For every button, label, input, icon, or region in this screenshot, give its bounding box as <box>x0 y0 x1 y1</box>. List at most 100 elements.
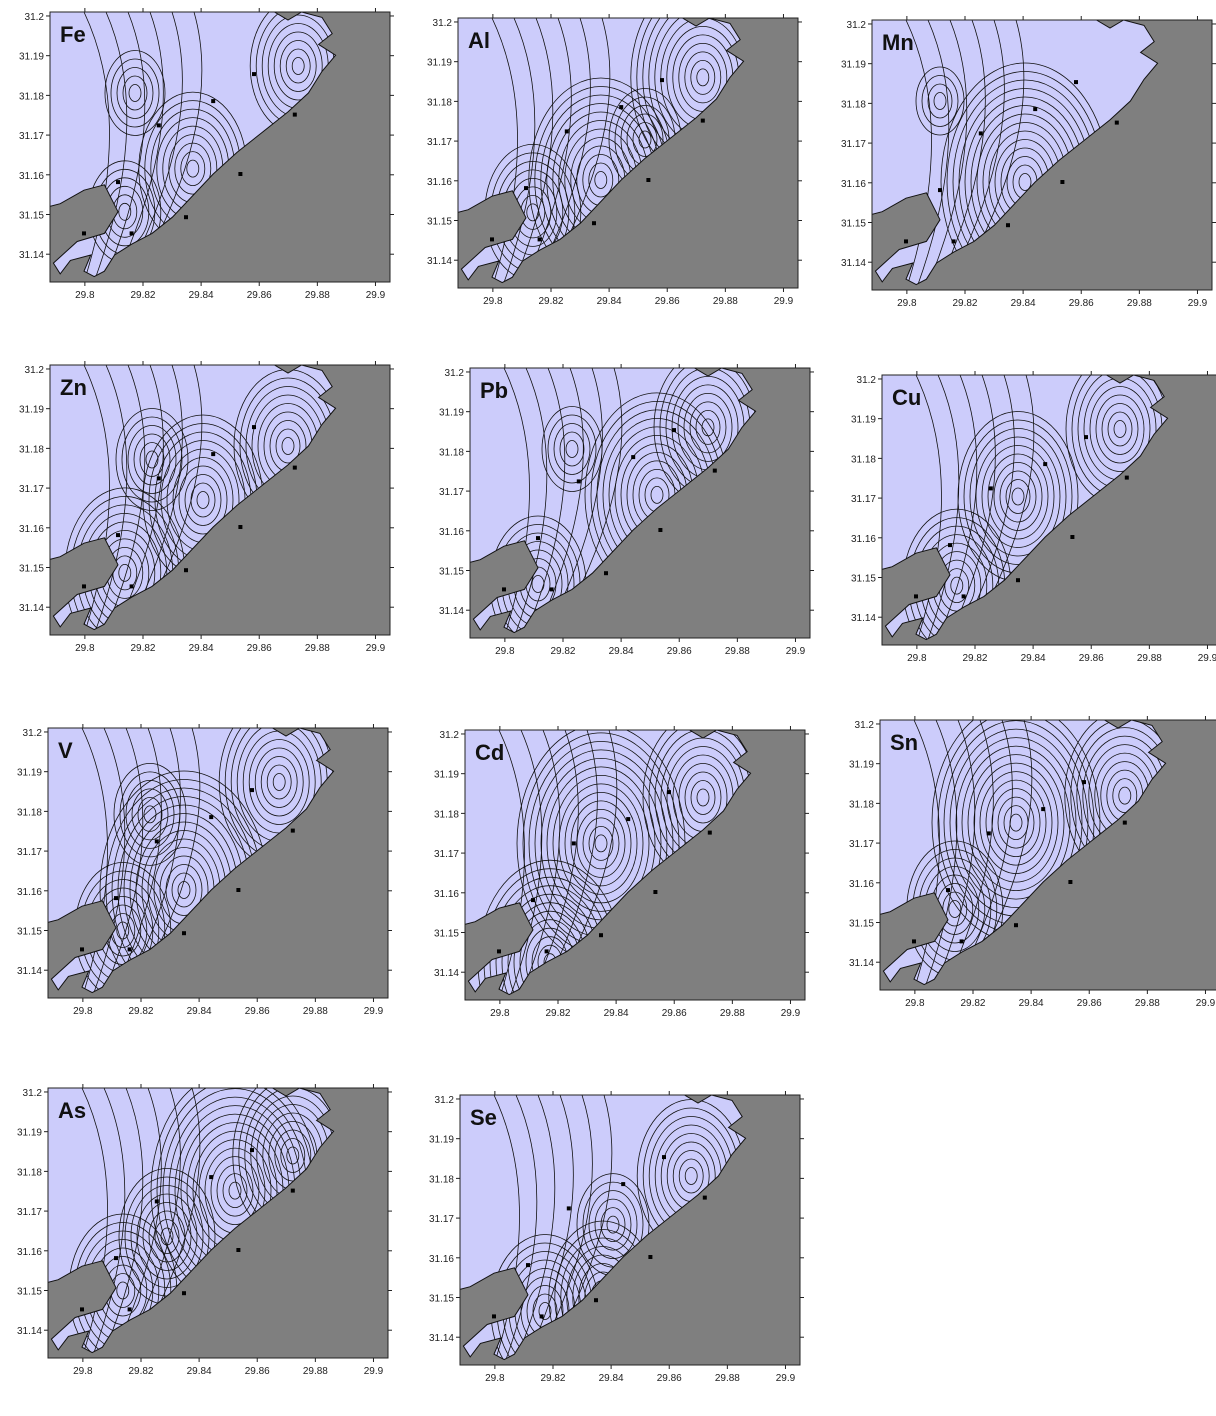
contour-line <box>503 1095 538 1360</box>
contour-line <box>921 75 959 127</box>
plot-frame <box>457 17 799 289</box>
contour-line <box>1118 786 1132 805</box>
station <box>1016 578 1020 583</box>
contour-line <box>993 462 1043 531</box>
contour-line <box>118 202 132 221</box>
plot-area: As 29.8 29.82 29.84 29.86 29.88 29.9 31.14 31.15… <box>17 1084 392 1377</box>
map-panel: Zn 29.8 29.82 29.84 29.86 29.88 29.9 31.14 31.15… <box>19 361 394 654</box>
station <box>114 1256 118 1261</box>
contour-line <box>948 900 962 918</box>
y-tick-label: 31.17 <box>841 139 866 150</box>
station <box>156 123 161 128</box>
x-tick-label: 29.8 <box>905 998 925 1009</box>
panel-label: Sn <box>890 730 918 755</box>
x-tick-label: 29.82 <box>128 1006 153 1017</box>
contour-line <box>180 151 206 187</box>
station <box>290 828 295 833</box>
panel-label: Cu <box>892 385 921 410</box>
y-tick-label: 31.14 <box>19 250 44 261</box>
y-tick-label: 31.14 <box>434 968 459 979</box>
contour-line <box>115 408 189 511</box>
plot-area: Al 29.8 29.82 29.84 29.86 29.88 29.9 31.14 31.15… <box>427 14 802 307</box>
x-tick-label: 29.84 <box>187 1006 212 1017</box>
water <box>881 374 1169 641</box>
y-tick-label: 31.16 <box>17 887 42 898</box>
station <box>492 1314 496 1319</box>
station <box>549 587 554 592</box>
y-tick-label: 31.14 <box>849 958 874 969</box>
contour-line <box>196 491 210 509</box>
y-tick-label: 31.19 <box>427 58 452 69</box>
contour-line <box>83 12 110 277</box>
contour-line <box>518 730 561 995</box>
station <box>948 543 952 548</box>
x-tick-label: 29.86 <box>667 646 692 657</box>
x-tick-label: 29.9 <box>774 296 794 307</box>
contour-line <box>526 203 540 222</box>
plot-frame <box>879 719 1216 991</box>
contour-line <box>171 872 197 908</box>
station <box>599 933 603 938</box>
x-tick-label: 29.84 <box>609 646 634 657</box>
station <box>129 584 134 589</box>
contour-line <box>291 57 305 75</box>
station <box>959 939 964 944</box>
station <box>490 237 494 242</box>
station <box>1041 807 1046 812</box>
contour-line <box>695 410 721 445</box>
station <box>1033 107 1038 112</box>
station <box>1043 462 1048 467</box>
contour-line <box>632 122 658 157</box>
contour-line <box>523 1095 574 1360</box>
y-tick-label: 31.16 <box>17 1247 42 1258</box>
contour-line <box>186 159 200 178</box>
map-panel: Al 29.8 29.82 29.84 29.86 29.88 29.9 31.14 31.15… <box>427 14 802 307</box>
contour-line <box>1095 394 1145 464</box>
contour-line <box>131 788 169 841</box>
y-tick-label: 31.15 <box>851 574 876 585</box>
x-tick-label: 29.9 <box>1198 653 1216 664</box>
y-tick-label: 31.18 <box>19 444 44 455</box>
contour-line <box>588 1190 638 1260</box>
x-tick-label: 29.9 <box>786 646 806 657</box>
station <box>236 1248 241 1252</box>
x-tick-label: 29.8 <box>75 643 95 654</box>
y-tick-label: 31.16 <box>19 171 44 182</box>
contour-line <box>588 826 614 861</box>
station <box>904 239 908 244</box>
contour-line <box>576 809 626 878</box>
x-tick-label: 29.86 <box>1069 298 1094 309</box>
x-tick-label: 29.88 <box>720 1008 745 1019</box>
contour-line <box>143 805 157 824</box>
x-tick-label: 29.82 <box>952 298 977 309</box>
station <box>988 486 993 491</box>
station <box>707 830 712 835</box>
contour-line <box>272 773 286 791</box>
station <box>211 99 216 104</box>
station <box>1060 180 1065 184</box>
plot-area: V 29.8 29.82 29.84 29.86 29.88 29.9 31.14 31.15 3… <box>17 724 392 1017</box>
contour-line <box>136 1193 198 1280</box>
x-tick-label: 29.82 <box>130 643 155 654</box>
y-tick-label: 31.16 <box>434 889 459 900</box>
y-tick-label: 31.19 <box>429 1135 454 1146</box>
y-tick-label: 31.14 <box>439 606 464 617</box>
contour-line <box>696 68 710 87</box>
station <box>604 571 608 576</box>
contour-line <box>553 423 591 475</box>
station <box>658 528 663 532</box>
panel-label: Al <box>468 28 490 53</box>
station <box>1124 475 1129 480</box>
station <box>594 1298 598 1303</box>
station <box>82 584 86 589</box>
y-tick-label: 31.2 <box>433 18 453 29</box>
x-tick-label: 29.8 <box>907 653 927 664</box>
contour-line <box>927 83 953 119</box>
station <box>951 239 956 244</box>
contour-line <box>943 720 994 985</box>
panel-label: Se <box>470 1105 497 1130</box>
contour-line <box>684 51 722 104</box>
contour-line <box>103 12 146 277</box>
panel-label: Fe <box>60 22 86 47</box>
station <box>252 425 256 430</box>
